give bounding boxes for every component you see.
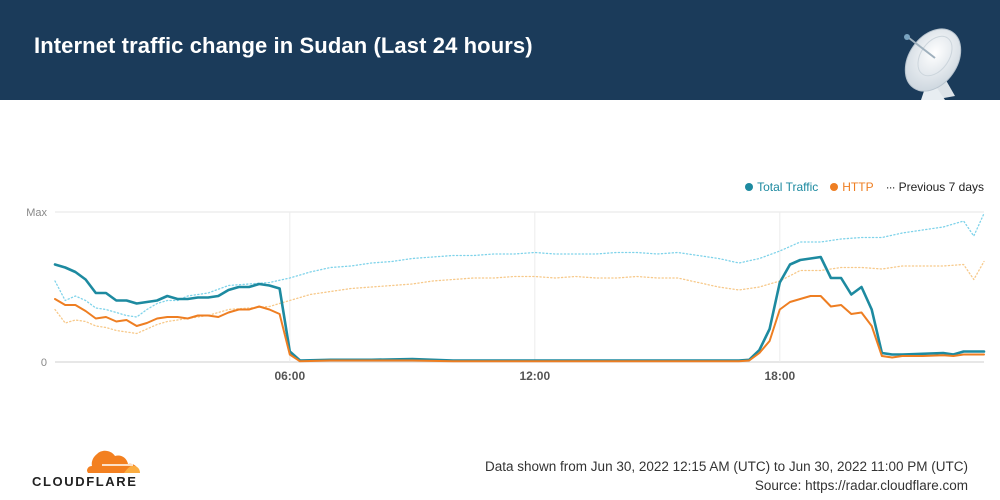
x-tick-label: 06:00 (274, 369, 305, 383)
satellite-dish-icon (904, 28, 962, 100)
traffic-line-chart: 0 Max 06:00 12:00 18:00 (26, 207, 986, 383)
dotted-line-icon: ··· (885, 180, 896, 194)
x-tick-label: 18:00 (764, 369, 795, 383)
legend-label: HTTP (842, 180, 874, 194)
cloudflare-logo: CLOUDFLARE (32, 448, 142, 490)
chart-legend: Total Traffic HTTP ··· Previous 7 days (745, 180, 984, 194)
legend-item-http[interactable]: HTTP (830, 180, 874, 194)
logo-text: CLOUDFLARE (32, 474, 138, 489)
y-tick-label: Max (26, 207, 47, 219)
footer-info: Data shown from Jun 30, 2022 12:15 AM (U… (485, 457, 968, 495)
series-line-previous-7-days-http (54, 260, 985, 335)
data-range-text: Data shown from Jun 30, 2022 12:15 AM (U… (485, 459, 968, 474)
legend-dot-icon (830, 183, 839, 191)
page-title: Internet traffic change in Sudan (Last 2… (34, 33, 533, 58)
legend-label: Total Traffic (757, 180, 819, 194)
cloud-icon (87, 450, 140, 473)
header-banner: Internet traffic change in Sudan (Last 2… (0, 0, 1000, 100)
source-link[interactable]: Source: https://radar.cloudflare.com (754, 478, 968, 493)
legend-dot-icon (745, 183, 754, 191)
legend-item-total-traffic[interactable]: Total Traffic (745, 180, 818, 194)
x-tick-label: 12:00 (519, 369, 550, 383)
series-line-http (54, 295, 985, 363)
legend-label: Previous 7 days (898, 180, 984, 194)
series-line-previous-7-days (54, 212, 985, 318)
y-tick-label: 0 (41, 357, 47, 369)
legend-item-previous-7-days[interactable]: ··· Previous 7 days (886, 180, 984, 194)
